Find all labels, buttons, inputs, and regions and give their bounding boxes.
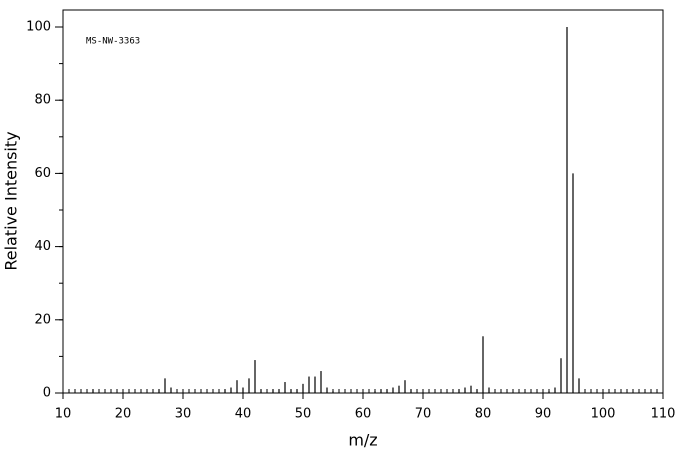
y-tick-label: 100	[26, 20, 51, 35]
y-tick-label: 40	[34, 239, 51, 254]
x-tick-label: 90	[535, 407, 552, 422]
x-tick-label: 100	[591, 407, 616, 422]
x-tick-label: 20	[115, 407, 132, 422]
y-tick-label: 80	[34, 93, 51, 108]
x-tick-label: 110	[651, 407, 676, 422]
x-tick-label: 80	[475, 407, 492, 422]
x-tick-label: 60	[355, 407, 372, 422]
annotation: MS-NW-3363	[86, 37, 140, 47]
y-tick-label: 60	[34, 166, 51, 181]
y-tick-label: 0	[43, 386, 51, 401]
x-tick-label: 70	[415, 407, 432, 422]
x-tick-label: 10	[55, 407, 72, 422]
y-tick-label: 20	[34, 312, 51, 327]
x-axis-label: m/z	[348, 431, 377, 450]
x-tick-label: 40	[235, 407, 252, 422]
x-tick-label: 50	[295, 407, 312, 422]
x-tick-label: 30	[175, 407, 192, 422]
y-axis-label: Relative Intensity	[2, 131, 21, 270]
